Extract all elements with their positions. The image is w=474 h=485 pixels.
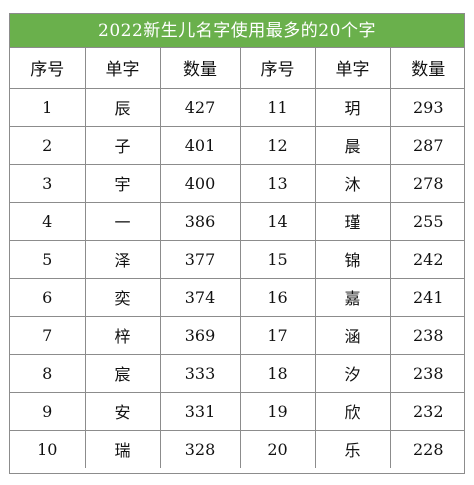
count-cell: 374 <box>160 278 241 317</box>
rank-cell: 3 <box>10 164 86 203</box>
rank-cell: 16 <box>240 278 316 317</box>
count-cell: 369 <box>160 316 241 355</box>
rank-cell: 1 <box>10 88 86 127</box>
character-cell: 沐 <box>315 164 391 203</box>
count-cell: 400 <box>160 164 241 203</box>
name-ranking-table: 序号 单字 数量 序号 单字 数量 1 辰 427 11 玥 293 2 子 4… <box>10 48 464 468</box>
character-cell: 梓 <box>85 316 161 355</box>
character-cell: 汐 <box>315 354 391 393</box>
header-character: 单字 <box>315 48 391 89</box>
rank-cell: 11 <box>240 88 316 127</box>
header-character: 单字 <box>85 48 161 89</box>
table-row: 9 安 331 19 欣 232 <box>10 392 464 431</box>
table-row: 5 泽 377 15 锦 242 <box>10 240 464 279</box>
count-cell: 427 <box>160 88 241 127</box>
count-cell: 241 <box>390 278 464 317</box>
rank-cell: 7 <box>10 316 86 355</box>
count-cell: 401 <box>160 126 241 165</box>
character-cell: 安 <box>85 392 161 431</box>
character-cell: 玥 <box>315 88 391 127</box>
rank-cell: 14 <box>240 202 316 241</box>
table-row: 4 一 386 14 瑾 255 <box>10 202 464 241</box>
name-ranking-table-frame: 2022新生儿名字使用最多的20个字 序号 单字 数量 序号 单字 数量 1 辰… <box>9 13 465 474</box>
count-cell: 238 <box>390 316 464 355</box>
character-cell: 晨 <box>315 126 391 165</box>
rank-cell: 18 <box>240 354 316 393</box>
character-cell: 瑾 <box>315 202 391 241</box>
rank-cell: 13 <box>240 164 316 203</box>
rank-cell: 12 <box>240 126 316 165</box>
character-cell: 宸 <box>85 354 161 393</box>
header-row: 序号 单字 数量 序号 单字 数量 <box>10 48 464 89</box>
header-rank: 序号 <box>240 48 316 89</box>
rank-cell: 17 <box>240 316 316 355</box>
header-rank: 序号 <box>10 48 86 89</box>
count-cell: 232 <box>390 392 464 431</box>
character-cell: 欣 <box>315 392 391 431</box>
header-count: 数量 <box>160 48 241 89</box>
count-cell: 333 <box>160 354 241 393</box>
character-cell: 涵 <box>315 316 391 355</box>
table-row: 1 辰 427 11 玥 293 <box>10 88 464 127</box>
count-cell: 255 <box>390 202 464 241</box>
rank-cell: 8 <box>10 354 86 393</box>
table-row: 3 宇 400 13 沐 278 <box>10 164 464 203</box>
rank-cell: 19 <box>240 392 316 431</box>
rank-cell: 2 <box>10 126 86 165</box>
table-row: 10 瑞 328 20 乐 228 <box>10 430 464 468</box>
count-cell: 293 <box>390 88 464 127</box>
rank-cell: 9 <box>10 392 86 431</box>
character-cell: 子 <box>85 126 161 165</box>
character-cell: 泽 <box>85 240 161 279</box>
count-cell: 328 <box>160 430 241 468</box>
character-cell: 一 <box>85 202 161 241</box>
rank-cell: 20 <box>240 430 316 468</box>
count-cell: 238 <box>390 354 464 393</box>
rank-cell: 5 <box>10 240 86 279</box>
character-cell: 宇 <box>85 164 161 203</box>
count-cell: 228 <box>412 439 444 459</box>
table-row: 8 宸 333 18 汐 238 <box>10 354 464 393</box>
count-cell: 287 <box>390 126 464 165</box>
rank-cell: 4 <box>10 202 86 241</box>
count-cell: 331 <box>160 392 241 431</box>
count-cell: 278 <box>390 164 464 203</box>
count-cell: 242 <box>390 240 464 279</box>
table-row: 7 梓 369 17 涵 238 <box>10 316 464 355</box>
count-cell: 377 <box>160 240 241 279</box>
character-cell: 奕 <box>85 278 161 317</box>
character-cell: 锦 <box>315 240 391 279</box>
rank-cell: 15 <box>240 240 316 279</box>
count-cell: 386 <box>160 202 241 241</box>
character-cell: 乐 <box>315 430 391 468</box>
table-row: 6 奕 374 16 嘉 241 <box>10 278 464 317</box>
table-title: 2022新生儿名字使用最多的20个字 <box>10 14 464 48</box>
rank-cell: 10 <box>10 430 86 468</box>
rank-cell: 6 <box>10 278 86 317</box>
character-cell: 嘉 <box>315 278 391 317</box>
table-row: 2 子 401 12 晨 287 <box>10 126 464 165</box>
character-cell: 辰 <box>85 88 161 127</box>
header-count: 数量 <box>390 48 464 89</box>
character-cell: 瑞 <box>85 430 161 468</box>
